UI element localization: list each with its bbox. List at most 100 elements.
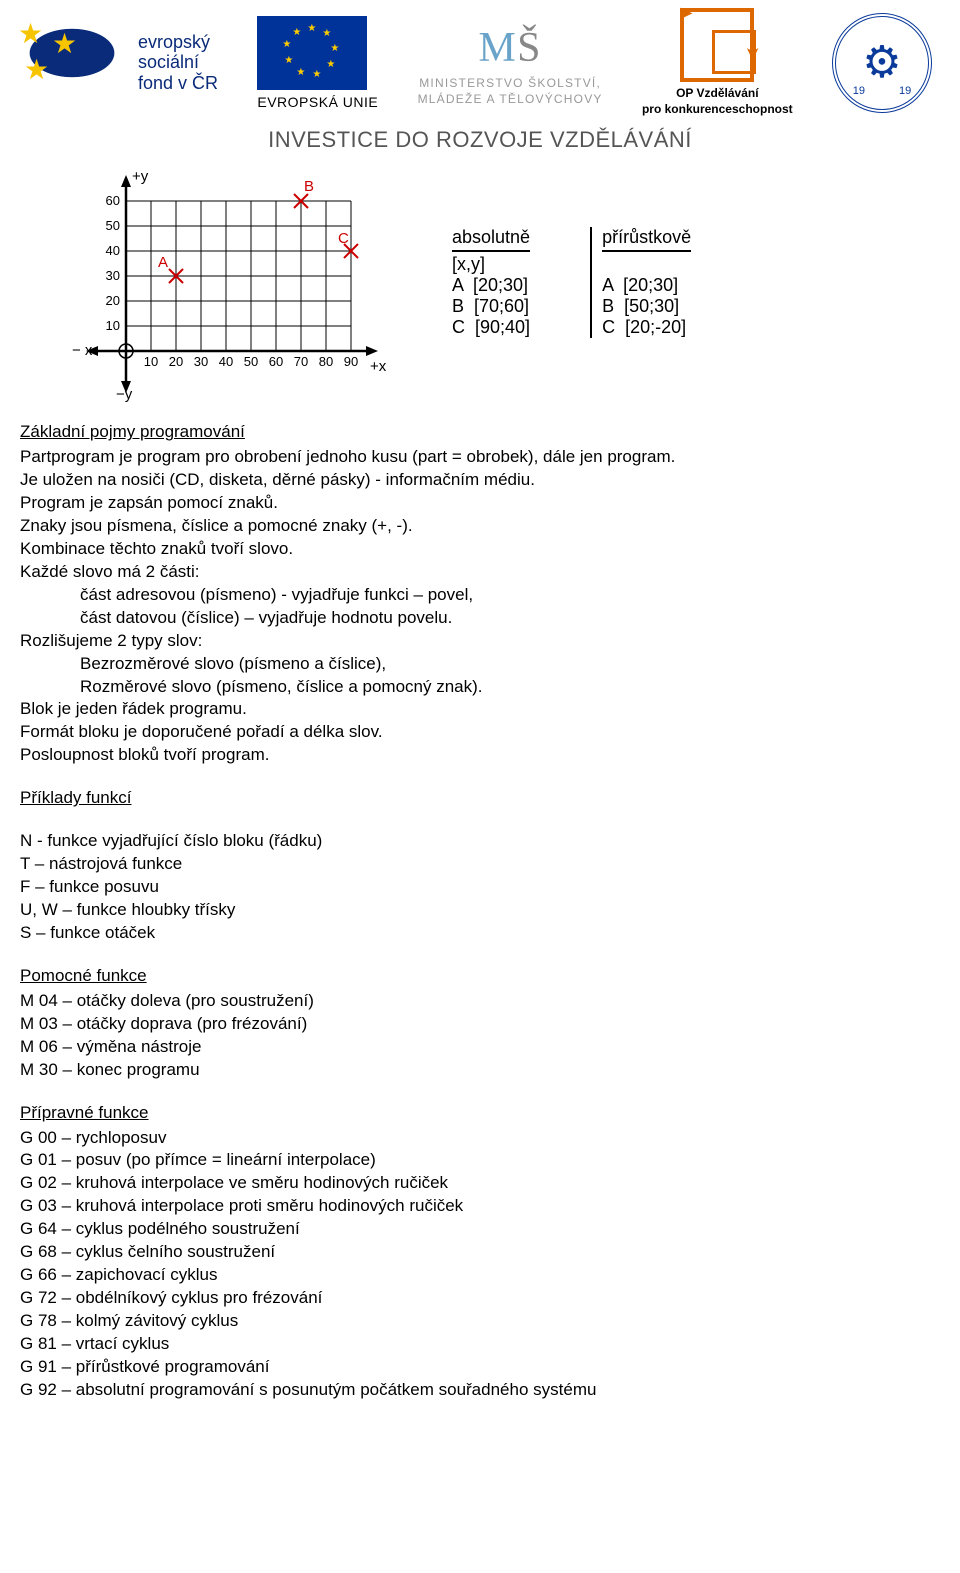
y-tick: 30 [106,268,120,283]
g-line: G 92 – absolutní programování s posunutý… [20,1379,940,1402]
fn-line: F – funkce posuvu [20,876,940,899]
logo-eu: ★★ ★★ ★★ ★★ ★ EVROPSKÁ UNIE [257,16,378,110]
eu-label: EVROPSKÁ UNIE [257,94,378,110]
x-tick: 70 [294,354,308,369]
x-tick: 60 [269,354,283,369]
y-tick: 10 [106,318,120,333]
para: Rozlišujeme 2 typy slov: [20,630,940,653]
coord-abs-xy: [x,y] [452,254,530,275]
g-line: G 02 – kruhová interpolace ve směru hodi… [20,1172,940,1195]
content: Základní pojmy programování Partprogram … [0,421,960,1442]
para: Program je zapsán pomocí znaků. [20,492,940,515]
x-tick: 50 [244,354,258,369]
esf-line1: evropský [138,32,218,53]
heading-prep: Přípravné funkce [20,1102,940,1125]
point-label-c: C [338,230,349,247]
coord-inc-c: C [20;-20] [602,317,691,338]
op-square-icon: ➤ ➤ [680,8,754,82]
axis-plus-x: +x [370,358,387,375]
coord-inc-a: A [20;30] [602,275,691,296]
esf-swoosh-icon: ★ ★ ★ [12,13,132,113]
seal-year-left: 19 [853,85,865,97]
x-tick: 20 [169,354,183,369]
y-tick: 60 [106,193,120,208]
para: Každé slovo má 2 části: [20,561,940,584]
para-indent: Bezrozměrové slovo (písmeno a číslice), [20,653,940,676]
para-indent: část adresovou (písmeno) - vyjadřuje fun… [20,584,940,607]
star-icon: ★ [18,17,43,50]
g-line: G 91 – přírůstkové programování [20,1356,940,1379]
g-line: G 66 – zapichovací cyklus [20,1264,940,1287]
msmt-logo-icon: MŠ [418,18,603,76]
m-line: M 06 – výměna nástroje [20,1036,940,1059]
g-line: G 72 – obdélníkový cyklus pro frézování [20,1287,940,1310]
para: Je uložen na nosiči (CD, disketa, děrné … [20,469,940,492]
seal-year-right: 19 [899,85,911,97]
para: Partprogram je program pro obrobení jedn… [20,446,940,469]
para: Znaky jsou písmena, číslice a pomocné zn… [20,515,940,538]
op-line2: pro konkurenceschopnost [642,102,793,116]
msmt-line2: MLÁDEŽE A TĚLOVÝCHOVY [418,92,603,108]
fn-line: N - funkce vyjadřující číslo bloku (řádk… [20,830,940,853]
x-tick: 40 [219,354,233,369]
coord-absolute: absolutně [x,y] A [20;30] B [70;60] C [9… [452,227,530,338]
coord-tables: absolutně [x,y] A [20;30] B [70;60] C [9… [452,167,691,338]
figure-row: 60 50 40 30 20 10 10 20 30 40 50 60 70 8… [0,167,960,403]
g-line: G 01 – posuv (po přímce = lineární inter… [20,1149,940,1172]
star-icon: ★ [24,53,49,86]
m-line: M 03 – otáčky doprava (pro frézování) [20,1013,940,1036]
g-line: G 03 – kruhová interpolace proti směru h… [20,1195,940,1218]
logo-op: ➤ ➤ OP Vzdělávání pro konkurenceschopnos… [642,8,793,117]
coord-incremental: přírůstkově A [20;30] B [50;30] C [20;-2… [590,227,691,338]
para-indent: Rozměrové slovo (písmeno, číslice a pomo… [20,676,940,699]
logo-seal: ⚙︎ 19 19 [832,13,932,113]
header-logos: ★ ★ ★ evropský sociální fond v ČR ★★ ★★ … [0,0,960,121]
coord-abs-a: A [20;30] [452,275,530,296]
heading-examples: Příklady funkcí [20,787,940,810]
g-line: G 64 – cyklus podélného soustružení [20,1218,940,1241]
esf-text: evropský sociální fond v ČR [138,32,218,94]
investice-heading: INVESTICE DO ROZVOJE VZDĚLÁVÁNÍ [0,127,960,153]
logo-esf: ★ ★ ★ evropský sociální fond v ČR [12,13,218,113]
star-icon: ★ [52,27,77,60]
point-label-b: B [304,178,314,195]
msmt-line1: MINISTERSTVO ŠKOLSTVÍ, [418,76,603,92]
coord-abs-header: absolutně [452,227,530,252]
heading-basic: Základní pojmy programování [20,421,940,444]
g-line: G 81 – vrtací cyklus [20,1333,940,1356]
axis-plus-y: +y [132,168,149,185]
para-indent: část datovou (číslice) – vyjadřuje hodno… [20,607,940,630]
fn-line: T – nástrojová funkce [20,853,940,876]
x-tick: 90 [344,354,358,369]
esf-line2: sociální [138,52,218,73]
m-line: M 30 – konec programu [20,1059,940,1082]
graph-svg: 60 50 40 30 20 10 10 20 30 40 50 60 70 8… [72,167,412,403]
eu-flag-icon: ★★ ★★ ★★ ★★ ★ [257,16,367,90]
coordinate-graph: 60 50 40 30 20 10 10 20 30 40 50 60 70 8… [72,167,412,403]
x-tick: 10 [144,354,158,369]
heading-aux: Pomocné funkce [20,965,940,988]
gear-compass-icon: ⚙︎ [862,37,901,88]
coord-inc-header: přírůstkově [602,227,691,252]
logo-msmt: MŠ MINISTERSTVO ŠKOLSTVÍ, MLÁDEŽE A TĚLO… [418,18,603,107]
g-line: G 68 – cyklus čelního soustružení [20,1241,940,1264]
g-line: G 00 – rychloposuv [20,1127,940,1150]
coord-abs-c: C [90;40] [452,317,530,338]
y-tick: 40 [106,243,120,258]
axis-minus-x: − x [72,342,93,359]
axis-minus-y: −y [116,386,133,403]
fn-line: U, W – funkce hloubky třísky [20,899,940,922]
x-tick: 30 [194,354,208,369]
esf-line3: fond v ČR [138,73,218,94]
m-line: M 04 – otáčky doleva (pro soustružení) [20,990,940,1013]
para: Blok je jeden řádek programu. [20,698,940,721]
fn-line: S – funkce otáček [20,922,940,945]
para: Posloupnost bloků tvoří program. [20,744,940,767]
para: Kombinace těchto znaků tvoří slovo. [20,538,940,561]
y-tick: 20 [106,293,120,308]
g-line: G 78 – kolmý závitový cyklus [20,1310,940,1333]
coord-abs-b: B [70;60] [452,296,530,317]
coord-inc-b: B [50;30] [602,296,691,317]
y-tick: 50 [106,218,120,233]
point-label-a: A [158,254,168,271]
